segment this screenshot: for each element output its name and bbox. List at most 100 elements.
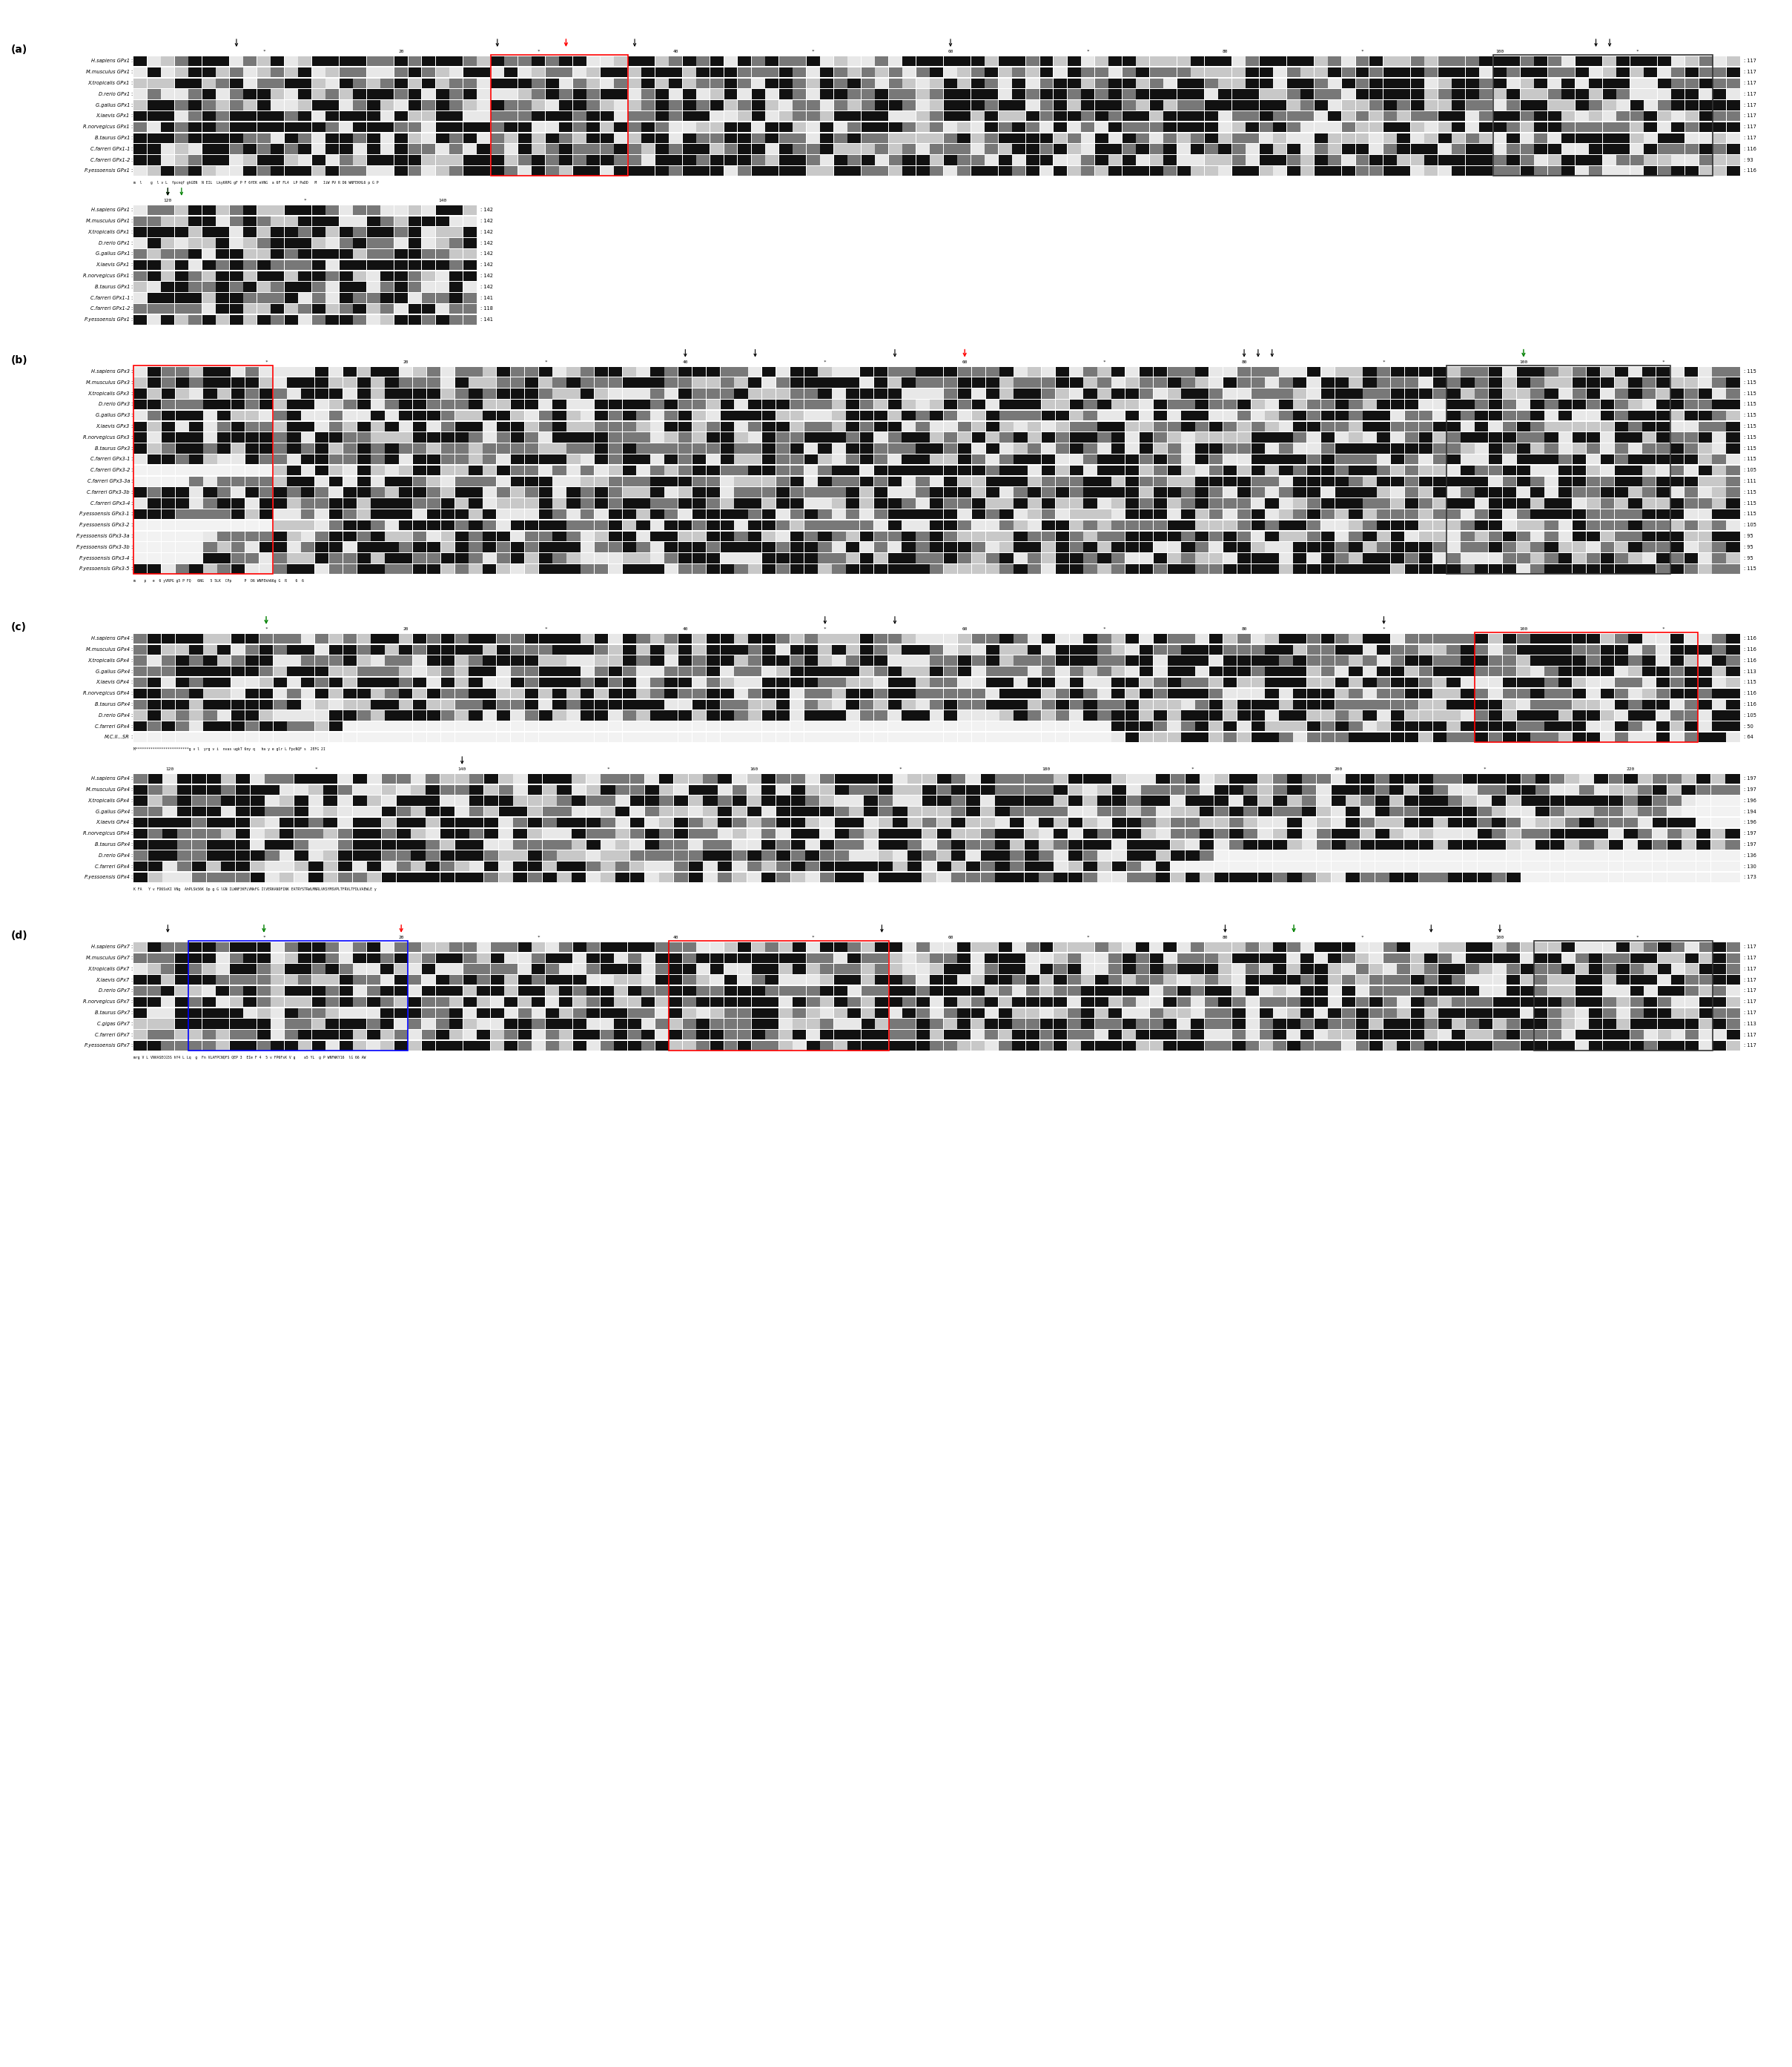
- Bar: [1575, 976, 1590, 986]
- Bar: [504, 165, 518, 176]
- Bar: [916, 455, 930, 465]
- Bar: [627, 1019, 642, 1029]
- Bar: [380, 271, 394, 281]
- Bar: [1136, 953, 1149, 963]
- Bar: [1405, 411, 1419, 420]
- Bar: [573, 155, 586, 165]
- Bar: [1081, 99, 1095, 110]
- Bar: [229, 1029, 244, 1040]
- Bar: [1154, 389, 1167, 399]
- Bar: [400, 508, 412, 519]
- Bar: [846, 678, 860, 688]
- Bar: [161, 271, 174, 281]
- Bar: [916, 699, 930, 709]
- Bar: [1437, 122, 1452, 132]
- Bar: [1475, 465, 1489, 475]
- Bar: [271, 1029, 285, 1040]
- Bar: [916, 488, 930, 498]
- Bar: [394, 250, 409, 258]
- Bar: [980, 819, 995, 827]
- Bar: [581, 508, 595, 519]
- Bar: [1294, 542, 1306, 552]
- Bar: [650, 498, 665, 508]
- Text: 20: 20: [403, 360, 409, 364]
- Bar: [285, 56, 297, 66]
- Bar: [581, 554, 595, 562]
- Bar: [297, 155, 312, 165]
- Bar: [396, 773, 410, 783]
- Bar: [1559, 411, 1572, 420]
- Bar: [833, 943, 848, 953]
- Bar: [297, 99, 312, 110]
- Bar: [271, 68, 285, 76]
- Bar: [441, 819, 455, 827]
- Bar: [1154, 465, 1167, 475]
- Bar: [566, 422, 581, 432]
- Bar: [147, 455, 161, 465]
- Bar: [874, 1009, 889, 1017]
- Bar: [776, 432, 790, 442]
- Bar: [1374, 819, 1389, 827]
- Bar: [161, 165, 174, 176]
- Bar: [244, 132, 256, 143]
- Bar: [176, 678, 188, 688]
- Bar: [1534, 145, 1548, 153]
- Bar: [1425, 112, 1437, 122]
- Bar: [1684, 389, 1697, 399]
- Bar: [1405, 819, 1419, 827]
- Bar: [1530, 475, 1545, 486]
- Bar: [1446, 378, 1460, 387]
- Bar: [1711, 432, 1726, 442]
- Bar: [285, 217, 297, 225]
- Bar: [147, 531, 161, 542]
- Bar: [400, 645, 412, 655]
- Bar: [720, 498, 735, 508]
- Bar: [161, 668, 176, 676]
- Bar: [532, 953, 545, 963]
- Bar: [720, 668, 735, 676]
- Bar: [751, 132, 765, 143]
- Bar: [147, 564, 161, 575]
- Bar: [1027, 79, 1039, 89]
- Bar: [1251, 542, 1265, 552]
- Bar: [529, 852, 541, 860]
- Bar: [1095, 56, 1107, 66]
- Bar: [1111, 678, 1125, 688]
- Bar: [674, 829, 688, 839]
- Bar: [342, 498, 357, 508]
- Bar: [1294, 488, 1306, 498]
- Bar: [246, 366, 258, 376]
- Bar: [421, 238, 435, 248]
- Bar: [1260, 1019, 1272, 1029]
- Bar: [545, 68, 559, 76]
- Bar: [1656, 488, 1670, 498]
- Bar: [762, 785, 776, 794]
- Bar: [294, 819, 308, 827]
- Bar: [572, 806, 586, 816]
- Bar: [581, 399, 595, 409]
- Bar: [367, 68, 380, 76]
- Bar: [484, 839, 498, 850]
- Text: X.tropicalis GPx7: X.tropicalis GPx7: [88, 967, 129, 971]
- Bar: [719, 773, 731, 783]
- Bar: [409, 986, 421, 996]
- Bar: [1181, 678, 1195, 688]
- Bar: [1245, 145, 1260, 153]
- Bar: [229, 294, 244, 304]
- Bar: [749, 411, 762, 420]
- Bar: [566, 645, 581, 655]
- Bar: [889, 508, 901, 519]
- Bar: [455, 862, 470, 872]
- Bar: [765, 145, 778, 153]
- Bar: [1460, 711, 1475, 721]
- Bar: [462, 986, 477, 996]
- Bar: [251, 862, 265, 872]
- Bar: [1039, 165, 1054, 176]
- Bar: [609, 521, 622, 529]
- Bar: [1559, 399, 1572, 409]
- Bar: [1478, 1009, 1493, 1017]
- Bar: [1210, 411, 1222, 420]
- Bar: [586, 943, 600, 953]
- Bar: [1684, 531, 1697, 542]
- Bar: [668, 1019, 683, 1029]
